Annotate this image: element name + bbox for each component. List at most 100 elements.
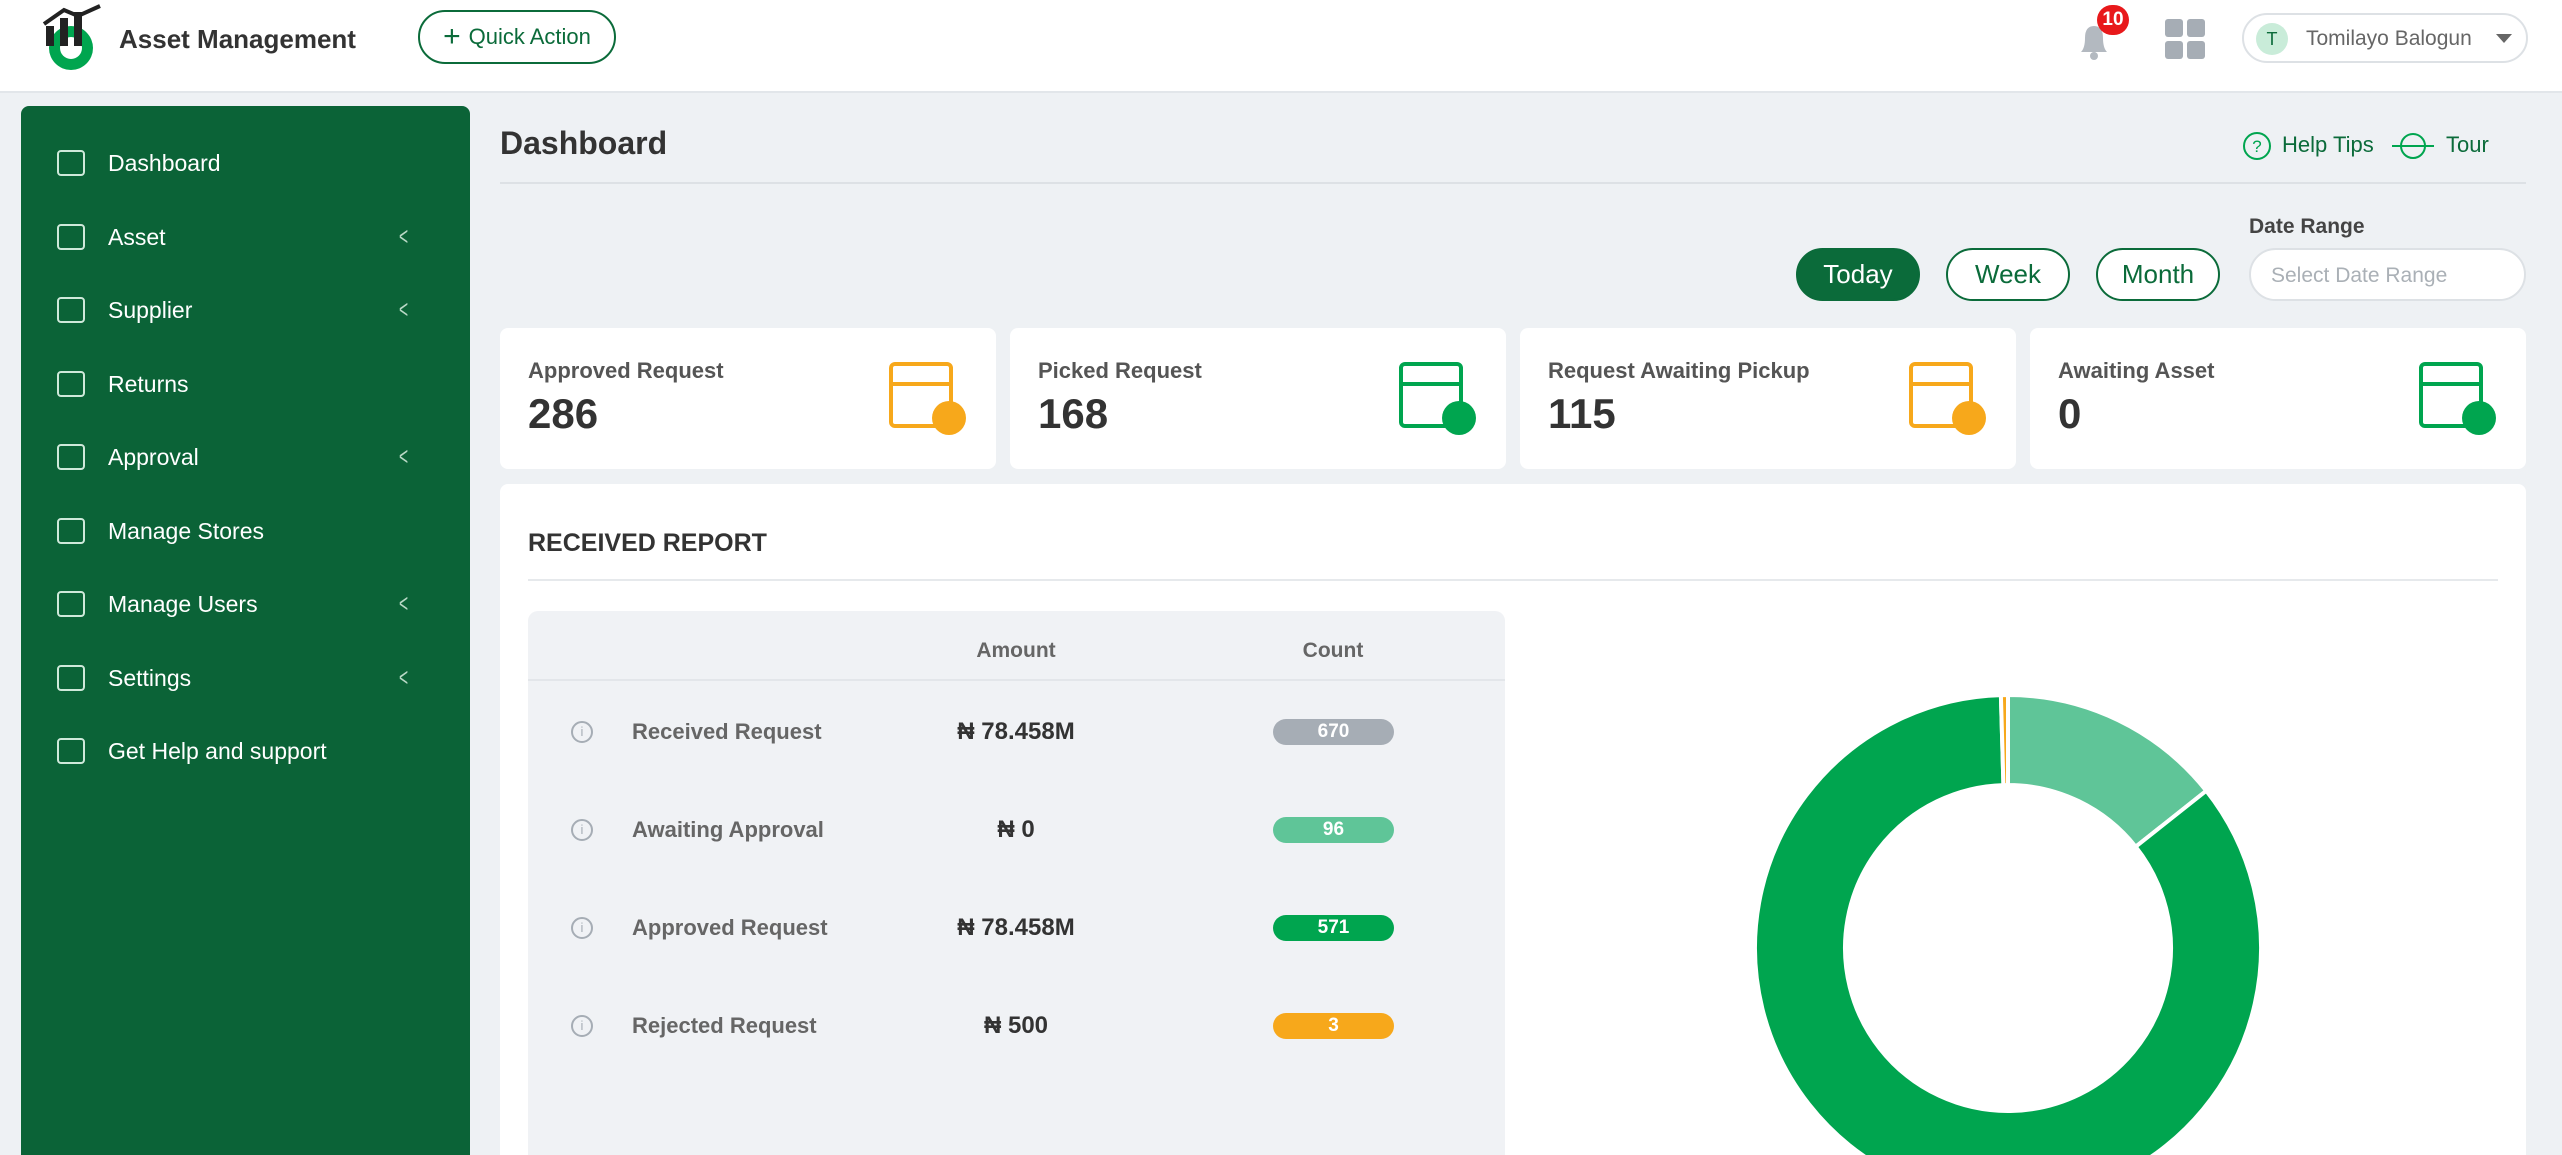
menu-label: Approval bbox=[108, 444, 199, 470]
sidebar: Dashboard Asset < Supplier < Returns Approval <… bbox=[21, 106, 470, 1155]
stat-icon bbox=[889, 362, 966, 435]
menu-item[interactable]: Manage Users < bbox=[21, 574, 470, 634]
menu-item[interactable]: Get Help and support bbox=[21, 721, 470, 781]
apps-icon[interactable] bbox=[2165, 19, 2207, 61]
report-panel: RECEIVED REPORT Amount Count i Received Req… bbox=[500, 484, 2526, 1155]
tour-icon bbox=[2392, 133, 2434, 159]
divider bbox=[528, 679, 1505, 681]
caret bbox=[2496, 34, 2512, 43]
stat-icon bbox=[1909, 362, 1986, 435]
stat-card: Request Awaiting Pickup 115 bbox=[1520, 328, 2016, 469]
donut-segment bbox=[1753, 693, 2263, 1155]
menu-label: Manage Stores bbox=[108, 517, 264, 544]
menu-icon bbox=[57, 150, 85, 176]
info-icon: i bbox=[571, 721, 593, 743]
user-menu[interactable]: T Tomilayo Balogun bbox=[2242, 13, 2528, 63]
stat-value: 286 bbox=[528, 390, 599, 437]
stat-label: Picked Request bbox=[1038, 358, 1202, 383]
menu-item[interactable]: Supplier < bbox=[21, 280, 470, 340]
menu-icon bbox=[57, 738, 85, 764]
row-label: Awaiting Approval bbox=[632, 817, 824, 842]
stat-card: Picked Request 168 bbox=[1010, 328, 1506, 469]
stat-card: Awaiting Asset 0 bbox=[2030, 328, 2526, 469]
menu-icon bbox=[57, 370, 85, 397]
menu-item[interactable]: Settings < bbox=[21, 648, 470, 708]
menu-label: Get Help and support bbox=[108, 738, 327, 764]
stat-value: 168 bbox=[1038, 390, 1109, 437]
column-header: Amount bbox=[976, 639, 1056, 662]
help-tips-link[interactable]: Help Tips bbox=[2282, 132, 2374, 157]
icon-shape bbox=[57, 370, 85, 397]
badge bbox=[932, 401, 966, 435]
chevron: < bbox=[399, 294, 409, 324]
menu-label: Supplier bbox=[108, 297, 193, 323]
user-name: Tomilayo Balogun bbox=[2306, 27, 2472, 50]
row-amount: ₦ 500 bbox=[983, 1012, 1049, 1039]
chevron: < bbox=[399, 441, 409, 471]
info-icon: i bbox=[571, 819, 593, 841]
badge bbox=[2462, 401, 2496, 435]
icon-shape bbox=[57, 664, 85, 691]
count-pill: 96 bbox=[1273, 817, 1394, 843]
row-label: Received Request bbox=[632, 719, 822, 744]
filter-button[interactable]: Today bbox=[1796, 248, 1920, 301]
icon-shape bbox=[57, 444, 85, 470]
donut-chart bbox=[1753, 692, 2263, 1155]
svg-text:?: ? bbox=[2252, 137, 2261, 156]
menu-icon bbox=[57, 297, 85, 323]
stat-icon bbox=[2419, 362, 2496, 435]
date-range-label: Date Range bbox=[2249, 215, 2365, 238]
menu-item[interactable]: Returns bbox=[21, 354, 470, 414]
menu-label: Settings bbox=[108, 664, 192, 691]
donut-segment bbox=[1998, 692, 2010, 788]
page-title: Dashboard bbox=[500, 125, 668, 161]
stat-card: Approved Request 286 bbox=[500, 328, 996, 469]
plus-icon: + bbox=[443, 20, 461, 53]
icon-shape bbox=[57, 591, 85, 617]
row-amount: ₦ 78.458M bbox=[957, 914, 1075, 941]
column-header: Count bbox=[1302, 639, 1364, 662]
menu-label: Returns bbox=[108, 370, 189, 397]
chevron: < bbox=[399, 661, 409, 692]
quick-action-button[interactable]: + Quick Action bbox=[418, 10, 616, 64]
badge bbox=[1952, 401, 1986, 435]
user-avatar: T bbox=[2256, 23, 2288, 55]
menu-icon bbox=[57, 444, 85, 470]
report-table: Amount Count i Received Request ₦ 78.458M 670… bbox=[528, 611, 1505, 1155]
icon-shape bbox=[57, 297, 85, 323]
stat-value: 115 bbox=[1548, 390, 1616, 437]
badge bbox=[1442, 401, 1476, 435]
report-title: RECEIVED REPORT bbox=[528, 529, 767, 557]
logo bbox=[42, 4, 101, 70]
icon-shape bbox=[57, 223, 85, 250]
divider bbox=[500, 182, 2526, 184]
menu-label: Manage Users bbox=[108, 591, 258, 617]
menu-icon bbox=[57, 591, 85, 617]
tour-link[interactable]: Tour bbox=[2446, 132, 2489, 157]
filter-button[interactable]: Week bbox=[1946, 248, 2070, 301]
menu-item[interactable]: Asset < bbox=[21, 207, 470, 267]
row-amount: ₦ 78.458M bbox=[957, 718, 1075, 745]
filter-button[interactable]: Month bbox=[2096, 248, 2220, 301]
bell-icon[interactable] bbox=[2073, 18, 2117, 64]
row-label: Approved Request bbox=[632, 915, 828, 940]
date-range-input[interactable]: Select Date Range bbox=[2249, 248, 2526, 301]
row-amount: ₦ 0 bbox=[997, 816, 1035, 843]
top-bar: Asset Management + Quick Action 10 T Tomi… bbox=[0, 0, 2562, 93]
info-icon: i bbox=[571, 1015, 593, 1037]
stat-label: Awaiting Asset bbox=[2058, 358, 2215, 383]
menu-item[interactable]: Approval < bbox=[21, 427, 470, 487]
menu-label: Dashboard bbox=[108, 150, 221, 176]
quick-action-label: Quick Action bbox=[468, 24, 591, 49]
menu-label: Asset bbox=[108, 223, 166, 250]
stat-icon bbox=[1399, 362, 1476, 435]
stat-label: Approved Request bbox=[528, 358, 724, 383]
count-pill: 571 bbox=[1273, 915, 1394, 941]
count-pill: 670 bbox=[1273, 719, 1394, 745]
menu-item[interactable]: Dashboard bbox=[21, 133, 470, 193]
stat-value: 0 bbox=[2058, 390, 2082, 437]
divider bbox=[528, 579, 2498, 581]
menu-item[interactable]: Manage Stores bbox=[21, 501, 470, 561]
info-icon: i bbox=[571, 917, 593, 939]
